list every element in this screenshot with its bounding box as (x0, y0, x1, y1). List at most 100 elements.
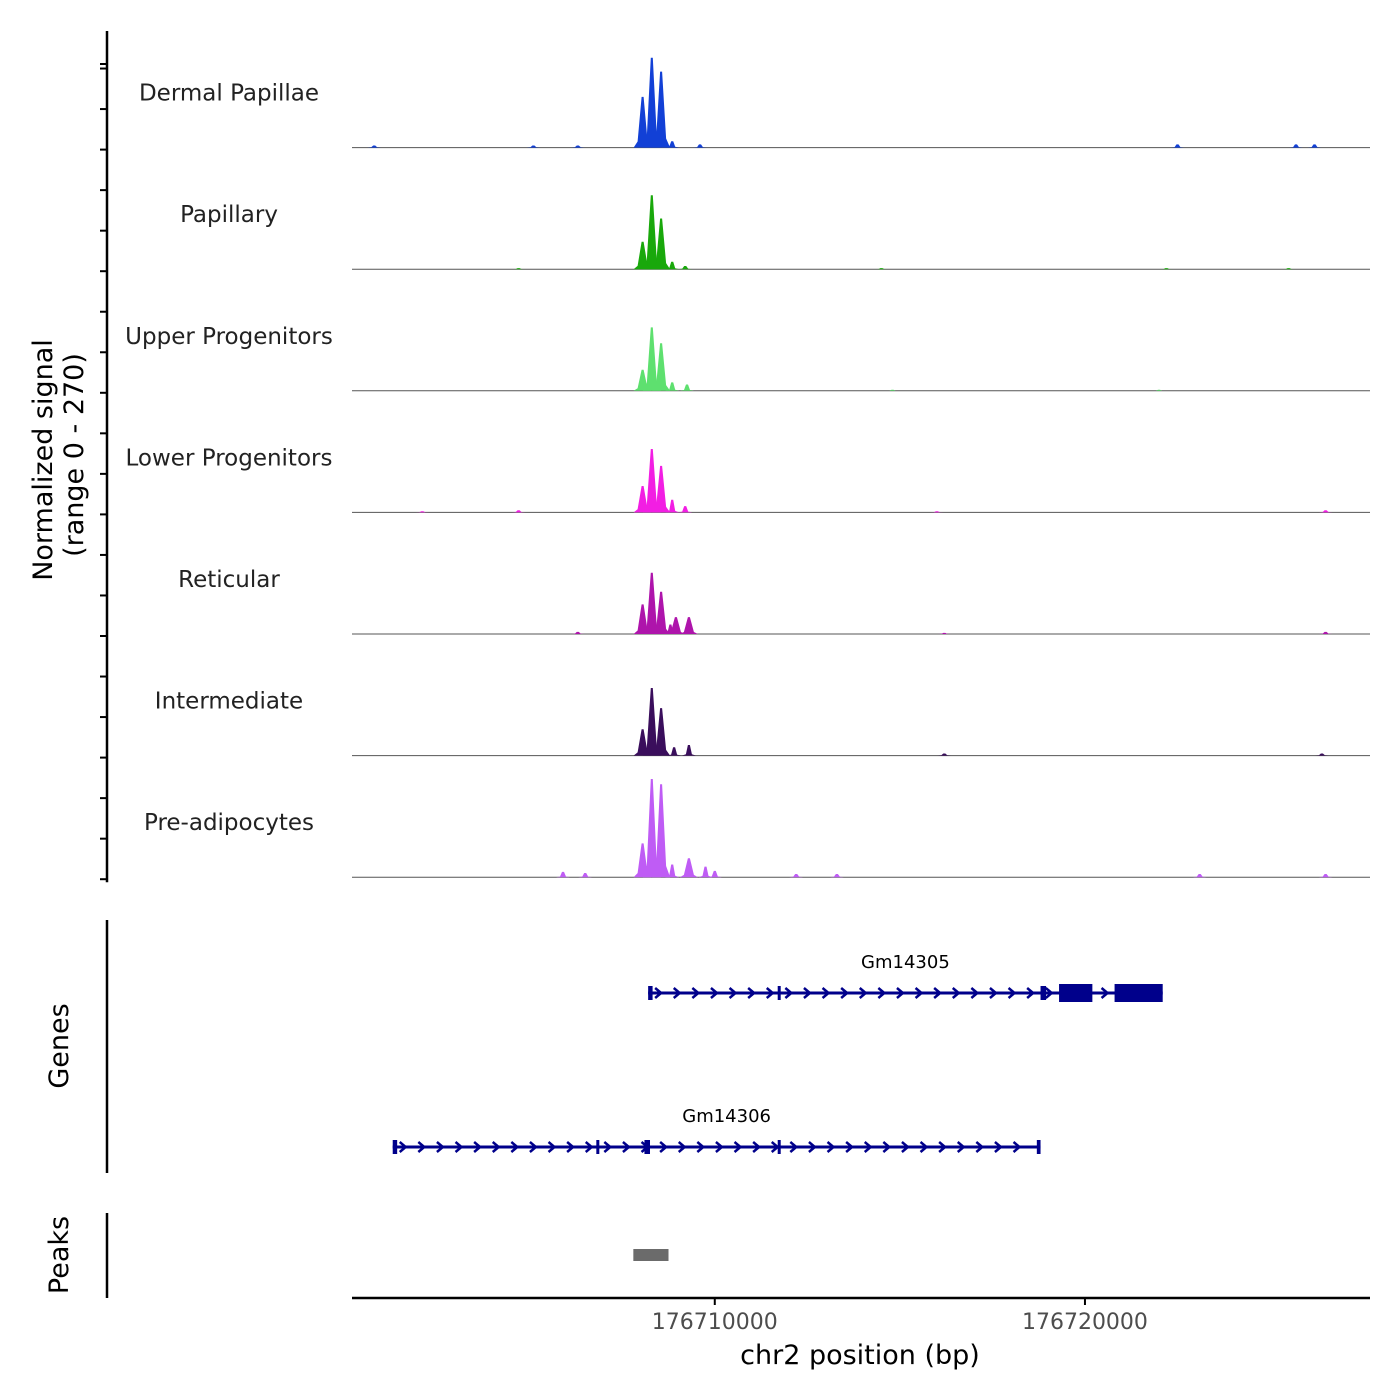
coverage-peak (526, 145, 541, 148)
strand-arrow (803, 987, 812, 999)
strand-arrow (951, 987, 961, 999)
gene-exon (777, 986, 781, 1000)
coverage-peak (698, 866, 713, 878)
coverage-peak (937, 632, 952, 634)
coverage-peak (652, 218, 671, 270)
coverage-peak (1192, 874, 1207, 878)
strand-arrow (728, 987, 738, 999)
coverage-peak (556, 871, 570, 878)
coverage-peak (665, 261, 680, 270)
coverage-peak (789, 874, 804, 878)
strand-arrow (826, 1141, 836, 1153)
x-axis-label: chr2 position (bp) (740, 1340, 980, 1371)
strand-arrow (933, 987, 943, 999)
coverage-peak (1289, 144, 1303, 148)
coverage-peak (707, 870, 722, 878)
strand-arrow (1100, 987, 1110, 999)
coverage-peak (642, 779, 661, 878)
strand-arrow (784, 987, 794, 999)
coverage-y-axis (100, 31, 109, 883)
coverage-peak (1281, 268, 1296, 270)
coverage-track: Intermediate (155, 688, 1370, 757)
strand-arrow (547, 1141, 557, 1153)
coverage-peak (929, 511, 944, 513)
coverage-peak (642, 57, 661, 148)
coverage-peak (511, 510, 526, 513)
strand-arrow (882, 1141, 892, 1153)
strand-arrow (417, 1141, 427, 1153)
coverage-peak (679, 617, 698, 634)
coverage-peak (633, 96, 652, 148)
coverage-peak (937, 753, 952, 756)
coverage-peak (642, 449, 661, 513)
strand-arrow (975, 1141, 985, 1153)
coverage-peak (829, 874, 844, 878)
strand-arrow (896, 987, 905, 999)
gene-label: Gm14305 (861, 952, 950, 973)
coverage-peak (652, 784, 671, 878)
coverage-peak (633, 369, 652, 391)
coverage-peak (681, 745, 696, 756)
coverage-peak (642, 195, 661, 270)
strand-arrow (765, 987, 775, 999)
track-label: Reticular (178, 567, 280, 593)
gene-exon (648, 986, 653, 1000)
coverage-peak (633, 241, 652, 270)
gene-exon (596, 1140, 600, 1154)
strand-arrow (696, 1141, 706, 1153)
coverage-y-label-line2: (range 0 - 270) (59, 353, 90, 557)
track-label: Pre-adipocytes (144, 810, 314, 836)
strand-arrow (845, 1141, 855, 1153)
peak-track (633, 1249, 669, 1261)
strand-arrow (994, 1141, 1003, 1153)
track-label: Dermal Papillae (139, 81, 319, 107)
coverage-peak (1170, 144, 1185, 148)
strand-arrow (622, 1141, 631, 1153)
gene-exon (1114, 984, 1163, 1002)
coverage-peak (679, 858, 698, 878)
coverage-tracks: Dermal Papillae Papillary Upper Progenitor… (125, 57, 1370, 878)
track-label: Lower Progenitors (126, 445, 333, 471)
strand-arrow (789, 1141, 799, 1153)
coverage-peak (652, 708, 671, 756)
strand-arrow (989, 987, 998, 999)
strand-arrow (821, 987, 831, 999)
strand-arrow (677, 1141, 687, 1153)
gene-model: Gm14305 (648, 952, 1163, 1002)
strand-arrow (584, 1141, 594, 1153)
x-axis-ticks: 176710000 176720000 (652, 1298, 1148, 1335)
strand-arrow (752, 1141, 762, 1153)
gene-exon (392, 1140, 398, 1154)
coverage-peak (633, 843, 652, 878)
coverage-peak (874, 268, 889, 270)
strand-arrow (473, 1141, 483, 1153)
gene-exon (777, 1140, 781, 1154)
coverage-peak (652, 71, 671, 148)
coverage-track: Lower Progenitors (126, 445, 1370, 513)
strand-arrow (938, 1141, 948, 1153)
gene-model: Gm14306 (392, 1106, 1041, 1154)
strand-arrow (398, 1141, 408, 1153)
strand-arrow (672, 987, 682, 999)
strand-arrow (654, 987, 664, 999)
gene-exon (1036, 1140, 1041, 1154)
coverage-peak (570, 631, 585, 634)
coverage-track: Dermal Papillae (139, 57, 1370, 149)
strand-arrow (1007, 987, 1017, 999)
strand-arrow (510, 1141, 520, 1153)
coverage-peak (511, 268, 526, 270)
coverage-peak (415, 511, 430, 513)
strand-arrow (659, 1141, 669, 1153)
coverage-peak (570, 145, 585, 148)
coverage-peak (633, 486, 652, 513)
coverage-peak (693, 144, 707, 148)
strand-arrow (970, 987, 980, 999)
strand-arrow (863, 1141, 873, 1153)
strand-arrow (529, 1141, 538, 1153)
coverage-peak (680, 384, 694, 391)
coverage-peak (1159, 268, 1174, 270)
gene-exon (1059, 984, 1093, 1002)
strand-arrow (710, 987, 719, 999)
strand-arrow (454, 1141, 464, 1153)
coverage-peak (1314, 753, 1329, 756)
